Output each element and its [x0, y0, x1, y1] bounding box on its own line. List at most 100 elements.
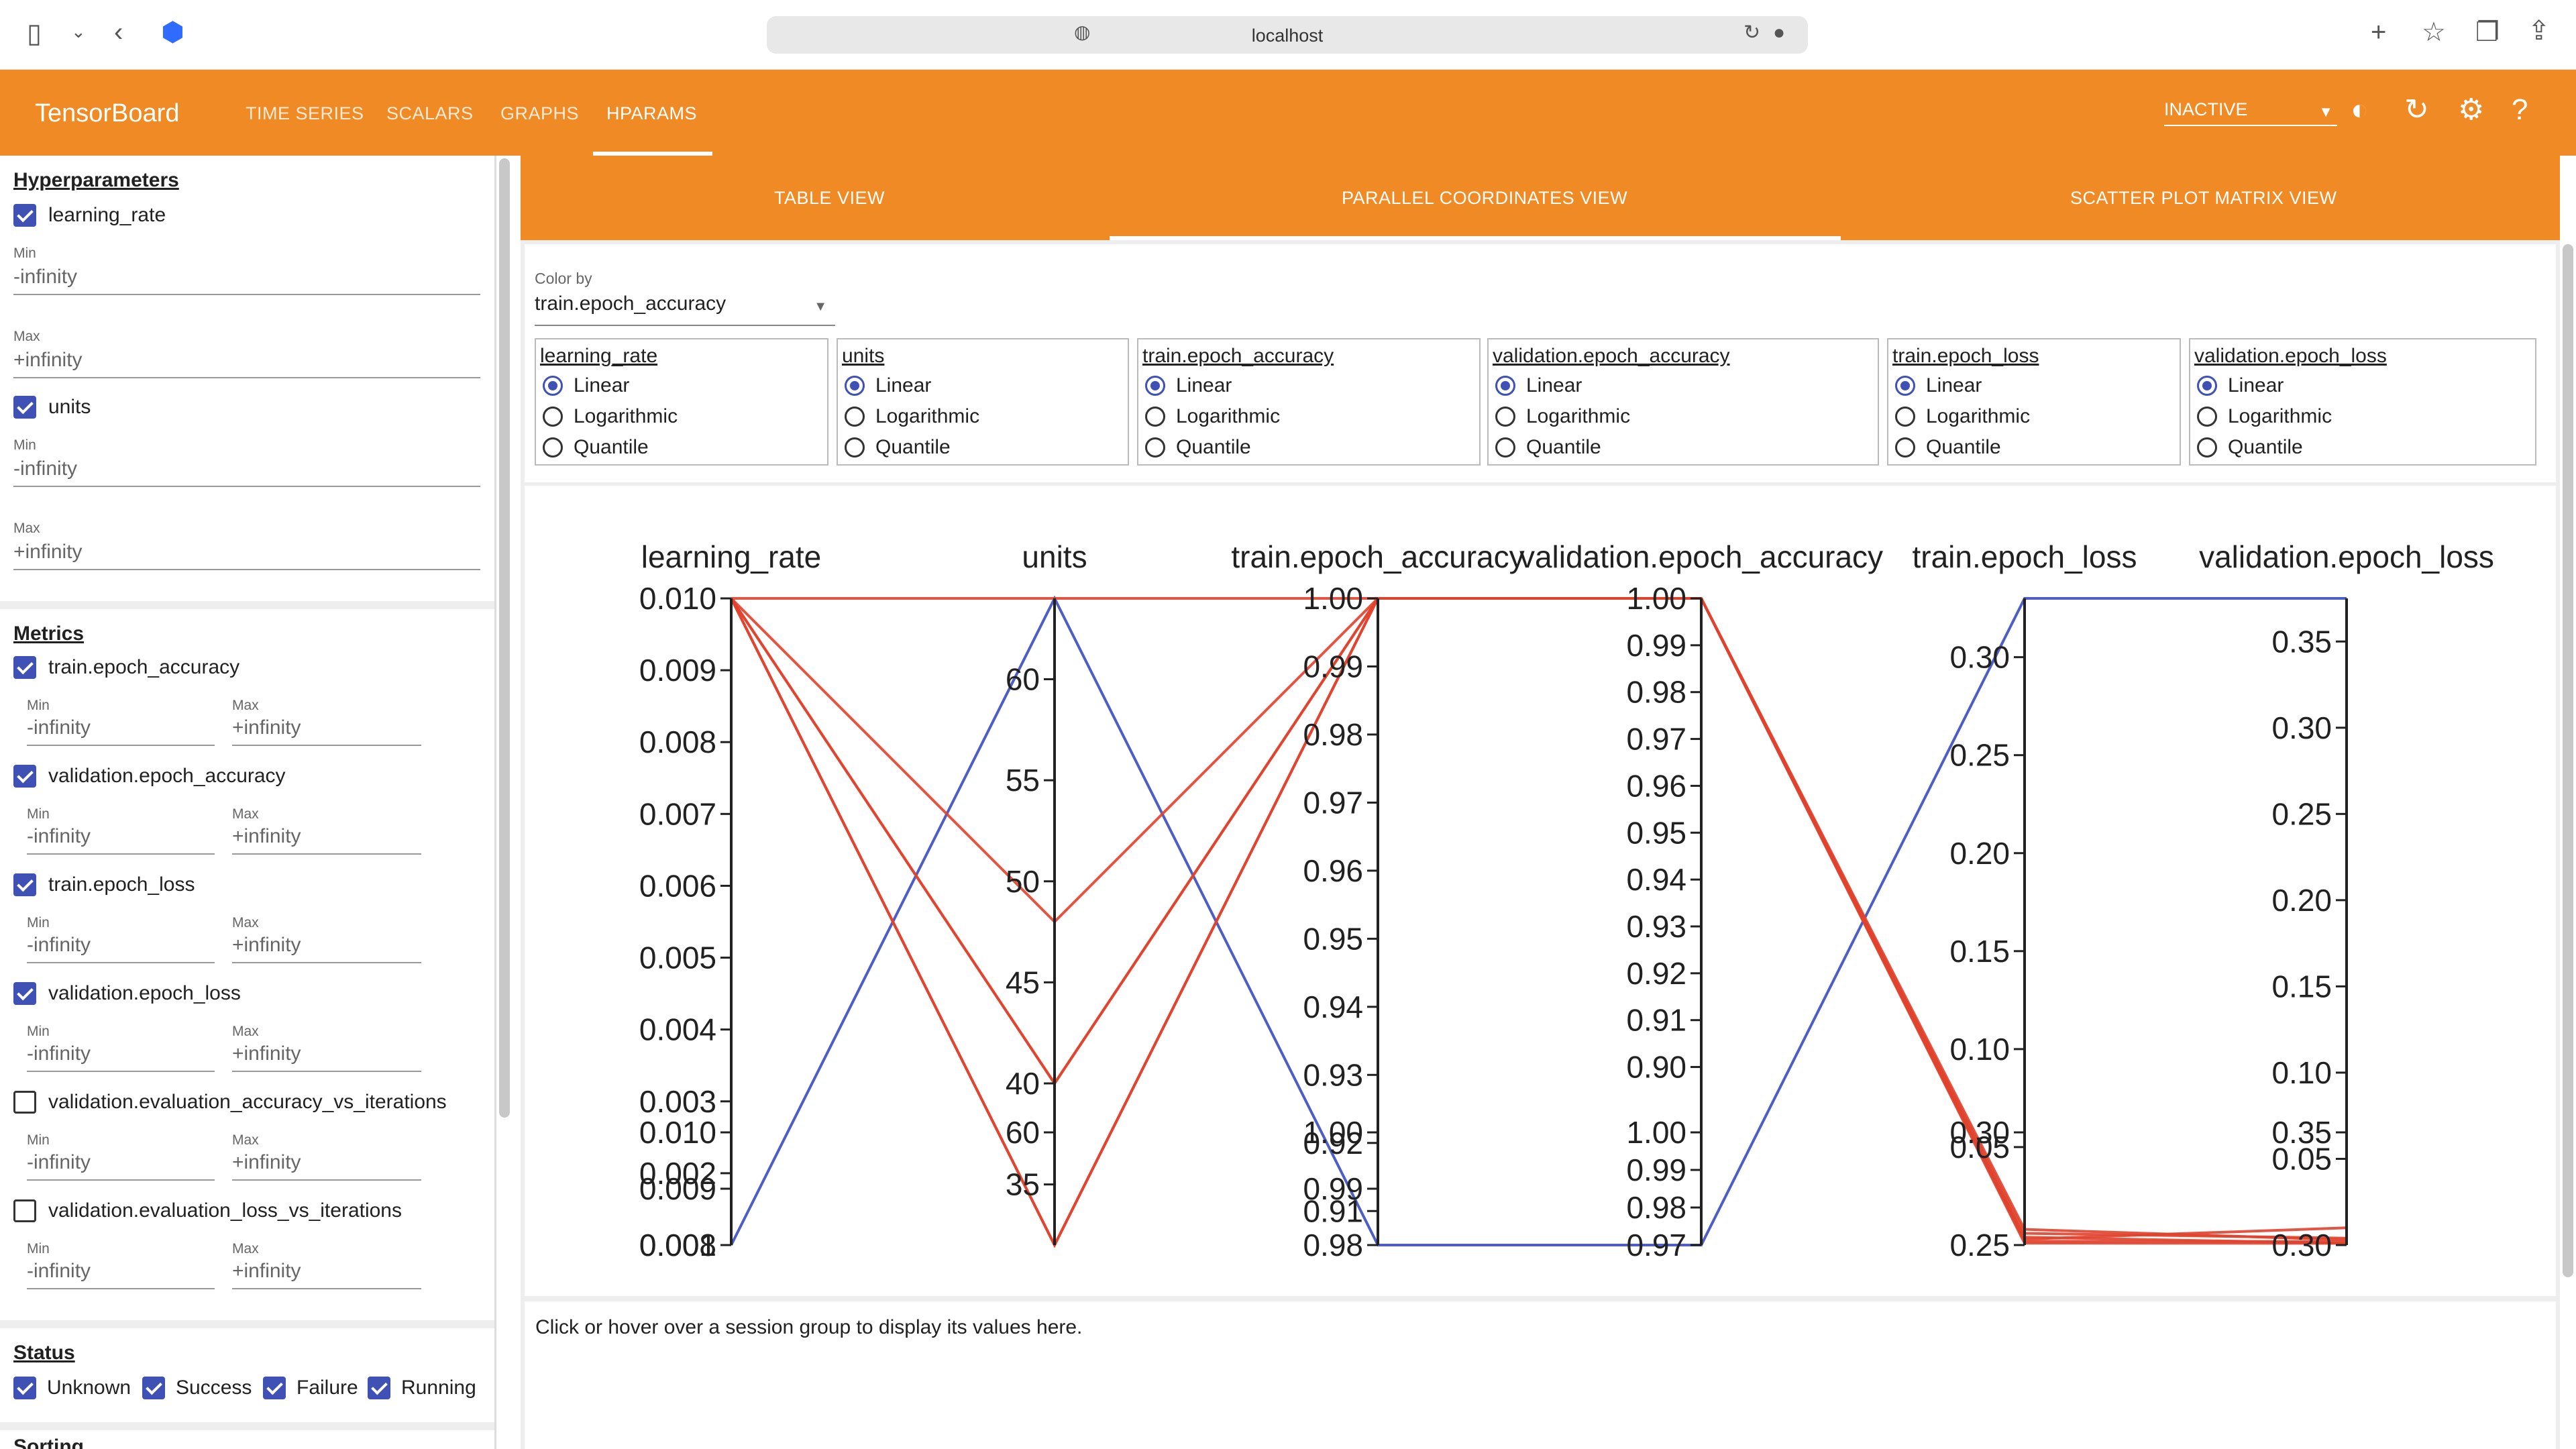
radio-quantile[interactable] [1495, 437, 1515, 458]
tick-label: 0.007 [639, 796, 716, 831]
nav-hparams[interactable]: HPARAMS [606, 103, 698, 123]
chevron-down-icon[interactable]: ⌄ [71, 21, 86, 42]
train-accuracy-max-input[interactable]: +infinity [232, 715, 421, 746]
section-divider [0, 1320, 494, 1328]
eval-loss-max-input[interactable]: +infinity [232, 1258, 421, 1289]
train-loss-max-input[interactable]: +infinity [232, 932, 421, 963]
ghost-tick: 0.008 [639, 1228, 731, 1263]
axis-tick: 0.99 [1303, 649, 1378, 684]
session-line-1[interactable] [730, 597, 2347, 1240]
back-icon[interactable]: ‹ [114, 17, 123, 47]
nav-time-series[interactable]: TIME SERIES [246, 103, 364, 123]
tab-parallel-coordinates-view[interactable]: PARALLEL COORDINATES VIEW [1342, 188, 1628, 208]
tab-scatter-plot-matrix-view[interactable]: SCATTER PLOT MATRIX VIEW [2070, 188, 2337, 208]
checkbox-train-epoch-loss[interactable] [13, 873, 36, 896]
radio-quantile[interactable] [2197, 437, 2217, 458]
radio-logarithmic[interactable] [2197, 407, 2217, 427]
train-accuracy-min-input[interactable]: -infinity [27, 715, 215, 746]
validation-accuracy-min-input[interactable]: -infinity [27, 824, 215, 855]
eval-accuracy-min-input[interactable]: -infinity [27, 1150, 215, 1181]
session-line-5[interactable] [730, 597, 2347, 1242]
checkbox-status-failure[interactable] [263, 1377, 286, 1399]
ghost-tick: 60 [1006, 1115, 1055, 1150]
radio-quantile[interactable] [1145, 437, 1165, 458]
radio-linear[interactable] [1895, 376, 1915, 396]
radio-linear[interactable] [1495, 376, 1515, 396]
checkbox-validation-epoch-accuracy[interactable] [13, 765, 36, 788]
axis-tick: 45 [1006, 965, 1055, 1000]
tick-label: 0.93 [1626, 909, 1686, 944]
radio-linear[interactable] [845, 376, 865, 396]
help-icon[interactable]: ? [2512, 93, 2528, 126]
status-title: Status [13, 1342, 75, 1364]
tabs-icon[interactable]: ❐ [2475, 17, 2500, 47]
checkbox-validation-evaluation-loss[interactable] [13, 1199, 36, 1222]
session-line-2[interactable] [730, 597, 2347, 1245]
learning-rate-min-input[interactable]: -infinity [13, 264, 480, 295]
tick-label: 0.95 [1626, 815, 1686, 850]
units-max-input[interactable]: +infinity [13, 539, 480, 570]
session-hint-text: Click or hover over a session group to d… [535, 1316, 1083, 1338]
sorting-title: Sorting [13, 1436, 84, 1449]
radio-logarithmic[interactable] [845, 407, 865, 427]
validation-loss-min-input[interactable]: -infinity [27, 1041, 215, 1072]
run-status-select[interactable]: INACTIVE ▼ [2164, 99, 2337, 126]
radio-linear[interactable] [1145, 376, 1165, 396]
axis-tick: 50 [1006, 864, 1055, 899]
checkbox-status-running[interactable] [368, 1377, 390, 1399]
checkbox-train-epoch-accuracy[interactable] [13, 656, 36, 679]
train-loss-min-input[interactable]: -infinity [27, 932, 215, 963]
parallel-coordinates-svg[interactable]: learning_rate 0.010 0.009 0.008 0.007 0.006 0.… [525, 486, 2556, 1296]
theme-icon[interactable]: ◐ [2351, 93, 2369, 126]
session-line-0[interactable] [730, 595, 2347, 1246]
radio-quantile[interactable] [1895, 437, 1915, 458]
checkbox-status-unknown[interactable] [13, 1377, 36, 1399]
checkbox-learning-rate[interactable] [13, 204, 36, 227]
radio-logarithmic[interactable] [1495, 407, 1515, 427]
session-line-6[interactable] [730, 597, 2347, 1248]
checkbox-validation-evaluation-accuracy[interactable] [13, 1091, 36, 1114]
axis-tick: 0.97 [1626, 722, 1701, 757]
radio-linear[interactable] [543, 376, 563, 396]
tick-label: 0.004 [639, 1012, 716, 1047]
gear-icon[interactable]: ⚙ [2458, 93, 2485, 126]
share-icon[interactable]: ⇪ [2528, 16, 2551, 46]
nav-scalars[interactable]: SCALARS [386, 103, 474, 123]
reload-icon[interactable]: ↻ [1743, 21, 1761, 44]
color-by-select[interactable]: train.epoch_accuracy ▼ [535, 292, 835, 326]
radio-logarithmic[interactable] [1145, 407, 1165, 427]
radio-quantile[interactable] [543, 437, 563, 458]
reload-icon[interactable]: ↻ [2404, 93, 2429, 126]
tick-label: 0.15 [2271, 969, 2332, 1004]
session-line-4[interactable] [731, 597, 2347, 1243]
status-label: Running [401, 1377, 476, 1399]
units-min-input[interactable]: -infinity [13, 456, 480, 487]
radio-logarithmic[interactable] [1895, 407, 1915, 427]
eval-loss-min-input[interactable]: -infinity [27, 1258, 215, 1289]
session-line-3[interactable] [730, 597, 2347, 1248]
radio-label: Logarithmic [1926, 405, 2031, 427]
validation-accuracy-max-input[interactable]: +infinity [232, 824, 421, 855]
checkbox-units[interactable] [13, 396, 36, 419]
min-label: Min [27, 806, 50, 822]
learning-rate-max-input[interactable]: +infinity [13, 347, 480, 378]
checkbox-status-success[interactable] [142, 1377, 165, 1399]
radio-linear[interactable] [2197, 376, 2217, 396]
eval-accuracy-max-input[interactable]: +infinity [232, 1150, 421, 1181]
validation-loss-max-input[interactable]: +infinity [232, 1041, 421, 1072]
tick-label: 0.25 [1949, 738, 2010, 773]
more-icon[interactable]: ● [1773, 21, 1786, 44]
address-bar[interactable]: localhost ◍ ↻ ● [767, 16, 1808, 54]
new-tab-icon[interactable]: + [2371, 17, 2387, 47]
tab-table-view[interactable]: TABLE VIEW [774, 188, 885, 208]
star-icon[interactable]: ☆ [2422, 17, 2446, 47]
sidebar-toggle-icon[interactable]: ▯ [27, 19, 42, 48]
nav-graphs[interactable]: GRAPHS [500, 103, 580, 123]
radio-logarithmic[interactable] [543, 407, 563, 427]
checkbox-validation-epoch-loss[interactable] [13, 982, 36, 1005]
metric-label: validation.evaluation_loss_vs_iterations [48, 1199, 402, 1222]
main-scrollbar[interactable] [2563, 244, 2573, 1277]
axis-tick: 0.10 [1949, 1032, 2025, 1067]
radio-quantile[interactable] [845, 437, 865, 458]
sidebar-scrollbar[interactable] [499, 158, 510, 1118]
